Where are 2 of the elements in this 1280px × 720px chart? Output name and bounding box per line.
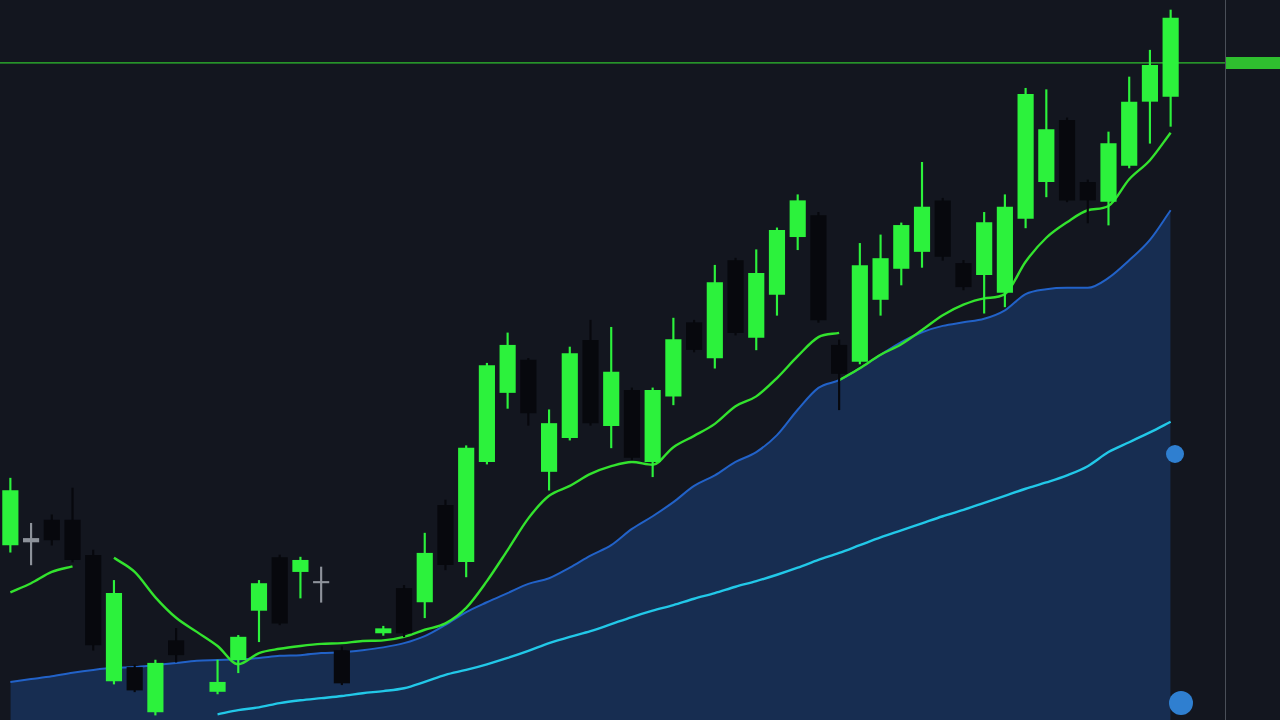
candlestick bbox=[292, 556, 309, 599]
candlestick bbox=[209, 659, 226, 695]
